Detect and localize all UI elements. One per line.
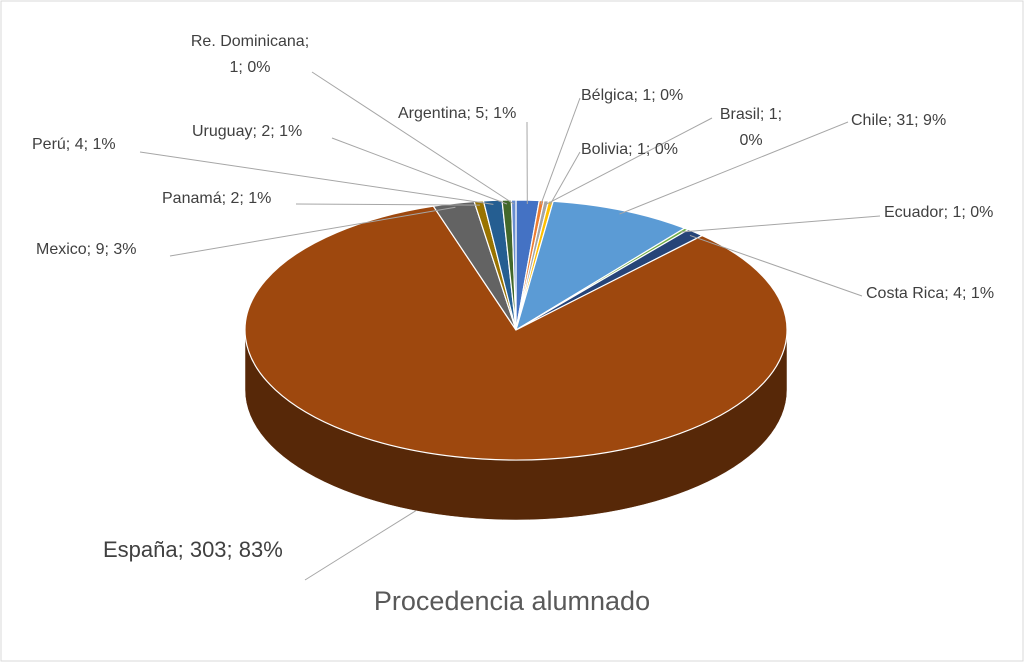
slice (514, 200, 686, 332)
leader-line (689, 234, 863, 297)
leader-line (545, 117, 713, 206)
data-label: Re. Dominicana; 1; 0% (190, 33, 310, 76)
data-label: Mexico; 9; 3% (36, 241, 137, 258)
data-label: Bélgica; 1; 0% (581, 87, 684, 104)
leader-line (549, 151, 581, 206)
leader-line (311, 71, 515, 205)
leader-line (169, 206, 456, 257)
slice (244, 205, 788, 461)
data-label: Panamá; 2; 1% (162, 190, 272, 207)
data-label: España; 303; 83% (103, 537, 283, 562)
data-label: Costa Rica; 4; 1% (866, 285, 995, 302)
data-label: Brasil; 1; 0% (719, 106, 783, 149)
chart-title: Procedencia alumnado (373, 586, 651, 616)
leader-line (619, 121, 849, 215)
leader-line (540, 97, 581, 205)
leader-line (681, 215, 881, 233)
data-label: Argentina; 5; 1% (398, 105, 517, 122)
leader-line (295, 203, 480, 206)
leader-line (304, 510, 416, 581)
data-label: Ecuador; 1; 0% (884, 204, 994, 221)
leader-line (139, 151, 494, 205)
data-label: Chile; 31; 9% (851, 112, 947, 129)
data-label: Bolivia; 1; 0% (581, 141, 678, 158)
leader-line (331, 137, 508, 205)
data-label: Uruguay; 2; 1% (192, 123, 303, 140)
data-label: Perú; 4; 1% (32, 136, 116, 153)
slice (510, 199, 517, 331)
